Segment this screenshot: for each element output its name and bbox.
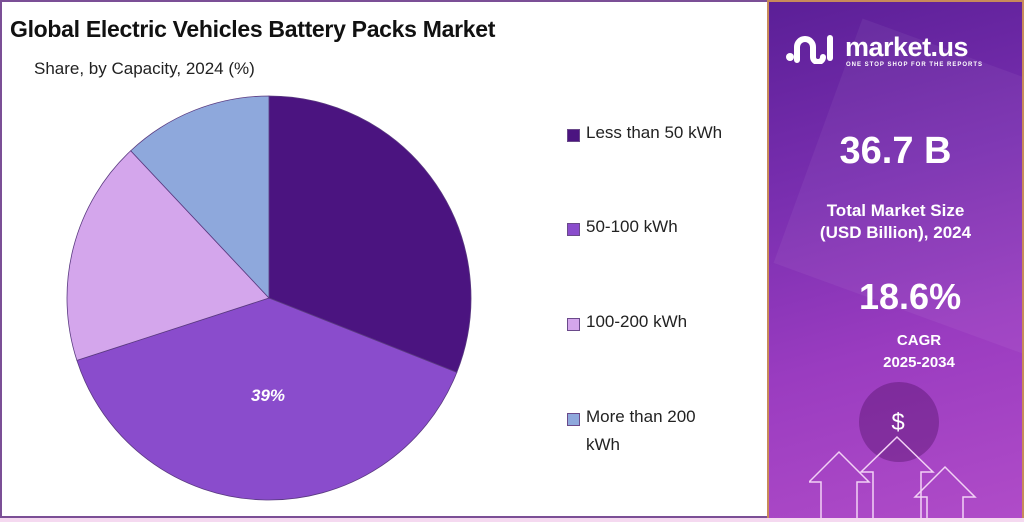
legend-label: Less than 50 kWh: [586, 123, 723, 142]
pie-slice-3: [130, 95, 270, 300]
brand-name: market.us: [845, 31, 969, 62]
pie-slices: [66, 95, 472, 501]
legend-label: 100-200 kWh: [586, 312, 688, 331]
background-decoration: [859, 382, 939, 462]
brand-tagline: ONE STOP SHOP FOR THE REPORTS: [846, 62, 984, 68]
legend-item-100-200: 100-200 kWh: [567, 312, 767, 336]
cagr-label: CAGR 2025-2034: [883, 332, 955, 371]
market-us-logo-icon: [786, 35, 833, 64]
chart-subtitle: Share, by Capacity, 2024 (%): [34, 59, 255, 78]
dollar-icon: $: [891, 409, 904, 436]
pie-chart: 39%: [66, 95, 472, 501]
bottom-strip: [0, 518, 1024, 522]
growth-arrows-icon: $: [809, 409, 977, 520]
legend-swatch: [567, 223, 580, 236]
market-size-label: Total Market Size (USD Billion), 2024: [819, 201, 972, 242]
slice-label-50-100: 39%: [251, 386, 285, 405]
legend-swatch: [567, 129, 580, 142]
legend-swatch: [567, 413, 580, 426]
legend-swatch: [567, 318, 580, 331]
pie-slice-2: [66, 150, 270, 361]
stats-panel: market.us ONE STOP SHOP FOR THE REPORTS …: [767, 0, 1024, 522]
pie-slice-0: [268, 95, 472, 373]
legend-label: 50-100 kWh: [586, 217, 678, 236]
brand-logo: market.us: [785, 30, 969, 64]
pie-slice-1: [76, 297, 458, 501]
market-size-value: 36.7 B: [839, 130, 952, 172]
legend-item-50-100: 50-100 kWh: [567, 217, 767, 241]
legend-item-more-than-200: More than 200 kWh: [567, 407, 767, 459]
legend-label: More than 200 kWh: [586, 407, 696, 454]
cagr-value: 18.6%: [859, 276, 962, 317]
chart-title: Global Electric Vehicles Battery Packs M…: [10, 16, 496, 42]
legend-item-less-than-50: Less than 50 kWh: [567, 123, 767, 147]
